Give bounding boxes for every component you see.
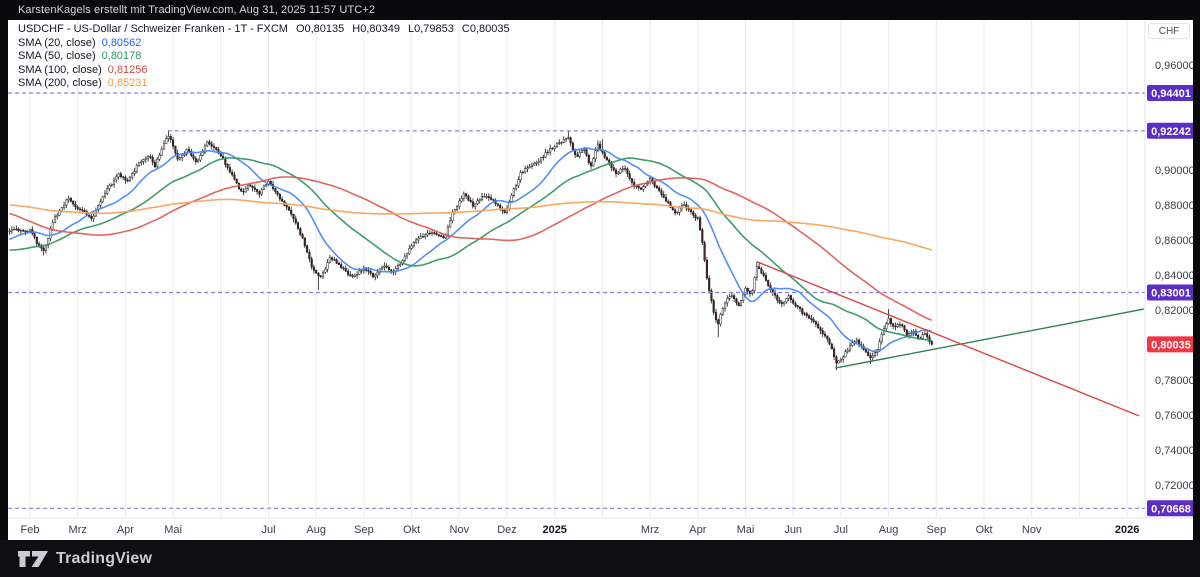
level-price-badge	[1147, 284, 1193, 301]
tradingview-brand-text: TradingView	[56, 549, 153, 567]
time-axis-month-label: Okt	[975, 524, 992, 536]
indicator-value: 0,80178	[101, 50, 142, 63]
price-tick-label: 0,86000	[1155, 235, 1193, 247]
time-axis-month-label: Mrz	[641, 524, 659, 536]
price-scale[interactable]: 0,96000 0,90000 0,88000 0,86000 0,84000 0,820…	[1155, 60, 1193, 492]
time-axis-month-label: Sep	[354, 524, 374, 536]
time-axis-month-label: Aug	[306, 524, 326, 536]
price-tick-label: 0,74000	[1155, 445, 1193, 457]
ohlc-low: L0,79853	[408, 23, 454, 35]
time-axis-month-label: Feb	[21, 524, 40, 536]
indicator-label: SMA (200, close)	[18, 77, 102, 90]
sma-100-line[interactable]	[9, 176, 933, 321]
indicator-label: SMA (20, close)	[18, 36, 96, 49]
time-axis-month-label: Jul	[261, 524, 275, 536]
indicator-value: 0,80562	[101, 36, 142, 49]
gridlines	[29, 20, 1128, 518]
time-axis-month-label: Jun	[784, 524, 802, 536]
tradingview-logo-icon	[18, 550, 48, 567]
chart-panel: 0,96000 0,90000 0,88000 0,86000 0,84000 0,820…	[8, 20, 1193, 540]
symbol-title: USDCHF - US-Dollar / Schweizer Franken -…	[18, 23, 288, 35]
symbol-legend-row[interactable]: USDCHF - US-Dollar / Schweizer Franken -…	[18, 23, 510, 37]
price-tick-label: 0,84000	[1155, 270, 1193, 282]
level-price-badge	[1147, 122, 1193, 139]
sma-200-line[interactable]	[9, 198, 933, 251]
tradingview-logo[interactable]: TradingView	[18, 548, 152, 570]
time-axis-month-label: Dez	[497, 524, 517, 536]
time-axis-month-label: Nov	[1022, 524, 1042, 536]
indicator-row-sma20[interactable]: SMA (20, close) 0,80562	[18, 37, 510, 51]
time-axis-year-label: 2026	[1115, 524, 1139, 536]
indicator-row-sma200[interactable]: SMA (200, close) 0,85231	[18, 77, 510, 91]
indicator-row-sma50[interactable]: SMA (50, close) 0,80178	[18, 50, 510, 64]
time-axis-month-label: Okt	[403, 524, 420, 536]
ohlc-open: O0,80135	[295, 23, 345, 35]
last-price-badge	[1147, 336, 1193, 353]
currency-scale-button[interactable]: CHF	[1148, 23, 1190, 39]
time-axis-month-label: Nov	[450, 524, 470, 536]
horizontal-levels	[8, 92, 1145, 509]
price-tick-label: 0,96000	[1155, 60, 1193, 72]
time-axis-month-label: Aug	[879, 524, 899, 536]
time-axis-month-label: Mai	[164, 524, 182, 536]
time-axis-month-label: Mrz	[69, 524, 87, 536]
level-price-badge	[1147, 500, 1193, 517]
price-badges: 0,94401 0,92242 0,83001 0,70668 0,80035	[1147, 85, 1193, 517]
price-badge-text: 0,83001	[1151, 288, 1191, 300]
trendline-descending-resistance[interactable]	[756, 261, 1140, 417]
time-axis-month-label: Mai	[737, 524, 755, 536]
price-badge-text: 0,80035	[1151, 339, 1191, 351]
indicator-label: SMA (100, close)	[18, 63, 102, 76]
time-axis-month-label: Apr	[689, 524, 706, 536]
indicator-row-sma100[interactable]: SMA (100, close) 0,81256	[18, 64, 510, 78]
candlestick-series	[8, 130, 933, 371]
time-axis[interactable]: Feb Mrz Apr Mai Jul Aug Sep Okt Nov Dez 2025 Mrz Apr…	[21, 524, 1140, 536]
time-axis-year-label: 2025	[542, 524, 566, 536]
trendline-ascending-support[interactable]	[835, 308, 1144, 369]
price-badge-text: 0,70668	[1151, 503, 1191, 515]
chart-legend: USDCHF - US-Dollar / Schweizer Franken -…	[18, 23, 510, 91]
indicator-label: SMA (50, close)	[18, 50, 96, 63]
indicator-value: 0,81256	[107, 63, 148, 76]
price-badge-text: 0,92242	[1151, 126, 1191, 138]
attribution-text: KarstenKagels erstellt mit TradingView.c…	[18, 4, 376, 16]
time-axis-month-label: Jul	[834, 524, 848, 536]
price-tick-label: 0,72000	[1155, 480, 1193, 492]
price-tick-label: 0,90000	[1155, 165, 1193, 177]
attribution-bar: KarstenKagels erstellt mit TradingView.c…	[0, 0, 1200, 20]
time-axis-month-label: Sep	[927, 524, 947, 536]
price-tick-label: 0,78000	[1155, 375, 1193, 387]
price-chart-canvas[interactable]: 0,96000 0,90000 0,88000 0,86000 0,84000 0,820…	[8, 20, 1193, 540]
price-tick-label: 0,76000	[1155, 410, 1193, 422]
sma-50-line[interactable]	[9, 157, 932, 342]
price-tick-label: 0,88000	[1155, 200, 1193, 212]
sma-20-line[interactable]	[9, 147, 933, 353]
footer-bar: TradingView	[0, 540, 1200, 577]
level-price-badge	[1147, 85, 1193, 101]
time-axis-month-label: Apr	[117, 524, 134, 536]
price-tick-label: 0,82000	[1155, 305, 1193, 317]
ohlc-high: H0,80349	[352, 23, 400, 35]
ohlc-close: C0,80035	[461, 23, 510, 35]
price-badge-text: 0,94401	[1151, 88, 1191, 100]
indicator-value: 0,85231	[107, 77, 148, 90]
sma-lines	[9, 147, 933, 353]
